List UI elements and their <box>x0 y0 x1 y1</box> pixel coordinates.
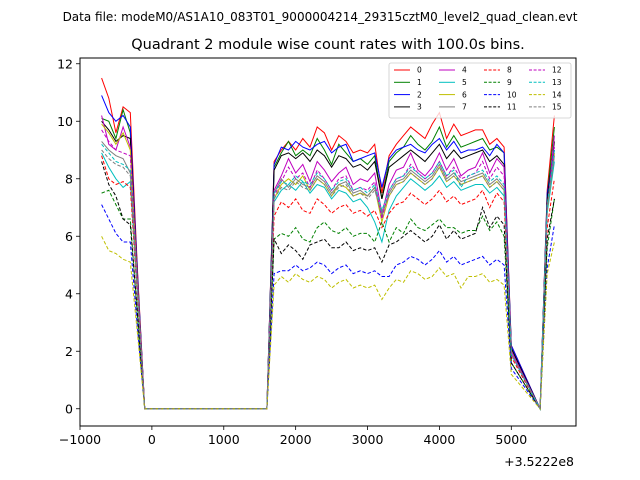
y-axis: 0 2 4 6 8 10 12 <box>57 56 80 416</box>
legend-label-12: 12 <box>552 66 562 75</box>
y-tick-label: 6 <box>65 229 73 244</box>
legend-label-2: 2 <box>417 90 422 99</box>
legend-label-13: 13 <box>552 78 562 87</box>
x-tick-label: 4000 <box>424 432 456 447</box>
plot-frame <box>79 57 577 427</box>
x-tick-label: 3000 <box>352 432 384 447</box>
series-line-11 <box>101 161 555 411</box>
legend-label-5: 5 <box>462 78 467 87</box>
x-offset-label: +3.5222e8 <box>504 454 574 469</box>
x-axis: −1000 0 1000 2000 3000 4000 5000 <box>59 426 527 447</box>
y-tick-label: 0 <box>65 401 73 416</box>
legend-label-1: 1 <box>417 78 422 87</box>
y-tick-label: 4 <box>65 286 73 301</box>
series-line-9 <box>101 189 555 411</box>
x-tick-label: 5000 <box>495 432 527 447</box>
series-line-1 <box>101 107 555 410</box>
y-tick-label: 8 <box>65 171 73 186</box>
x-tick-label: 1000 <box>208 432 240 447</box>
series-line-4 <box>101 115 555 410</box>
series-line-14 <box>101 236 555 411</box>
legend-label-4: 4 <box>462 66 467 75</box>
series-layer <box>101 77 555 411</box>
x-tick-label: 2000 <box>280 432 312 447</box>
y-tick-label: 12 <box>57 56 73 71</box>
legend-label-7: 7 <box>462 103 467 112</box>
x-tick-label: 0 <box>148 432 156 447</box>
legend-label-14: 14 <box>552 90 562 99</box>
y-tick-label: 10 <box>57 114 73 129</box>
legend-label-8: 8 <box>507 66 512 75</box>
series-line-6 <box>101 123 555 411</box>
series-line-10 <box>101 204 555 411</box>
series-line-12 <box>101 129 555 411</box>
legend-label-9: 9 <box>507 78 512 87</box>
series-line-7 <box>101 141 555 411</box>
y-tick-label: 2 <box>65 344 73 359</box>
series-line-15 <box>101 149 555 411</box>
legend-label-3: 3 <box>417 103 422 112</box>
legend-label-10: 10 <box>507 90 517 99</box>
legend-label-11: 11 <box>507 103 517 112</box>
series-line-13 <box>101 143 555 411</box>
x-tick-label: −1000 <box>59 432 101 447</box>
legend-label-0: 0 <box>417 66 422 75</box>
figure-suptitle: Data file: modeM0/AS1A10_083T01_90000042… <box>63 10 578 24</box>
chart-title: Quadrant 2 module wise count rates with … <box>131 37 525 53</box>
series-line-5 <box>101 152 555 411</box>
legend-label-15: 15 <box>552 103 562 112</box>
legend-frame <box>388 62 572 119</box>
legend-label-6: 6 <box>462 90 467 99</box>
